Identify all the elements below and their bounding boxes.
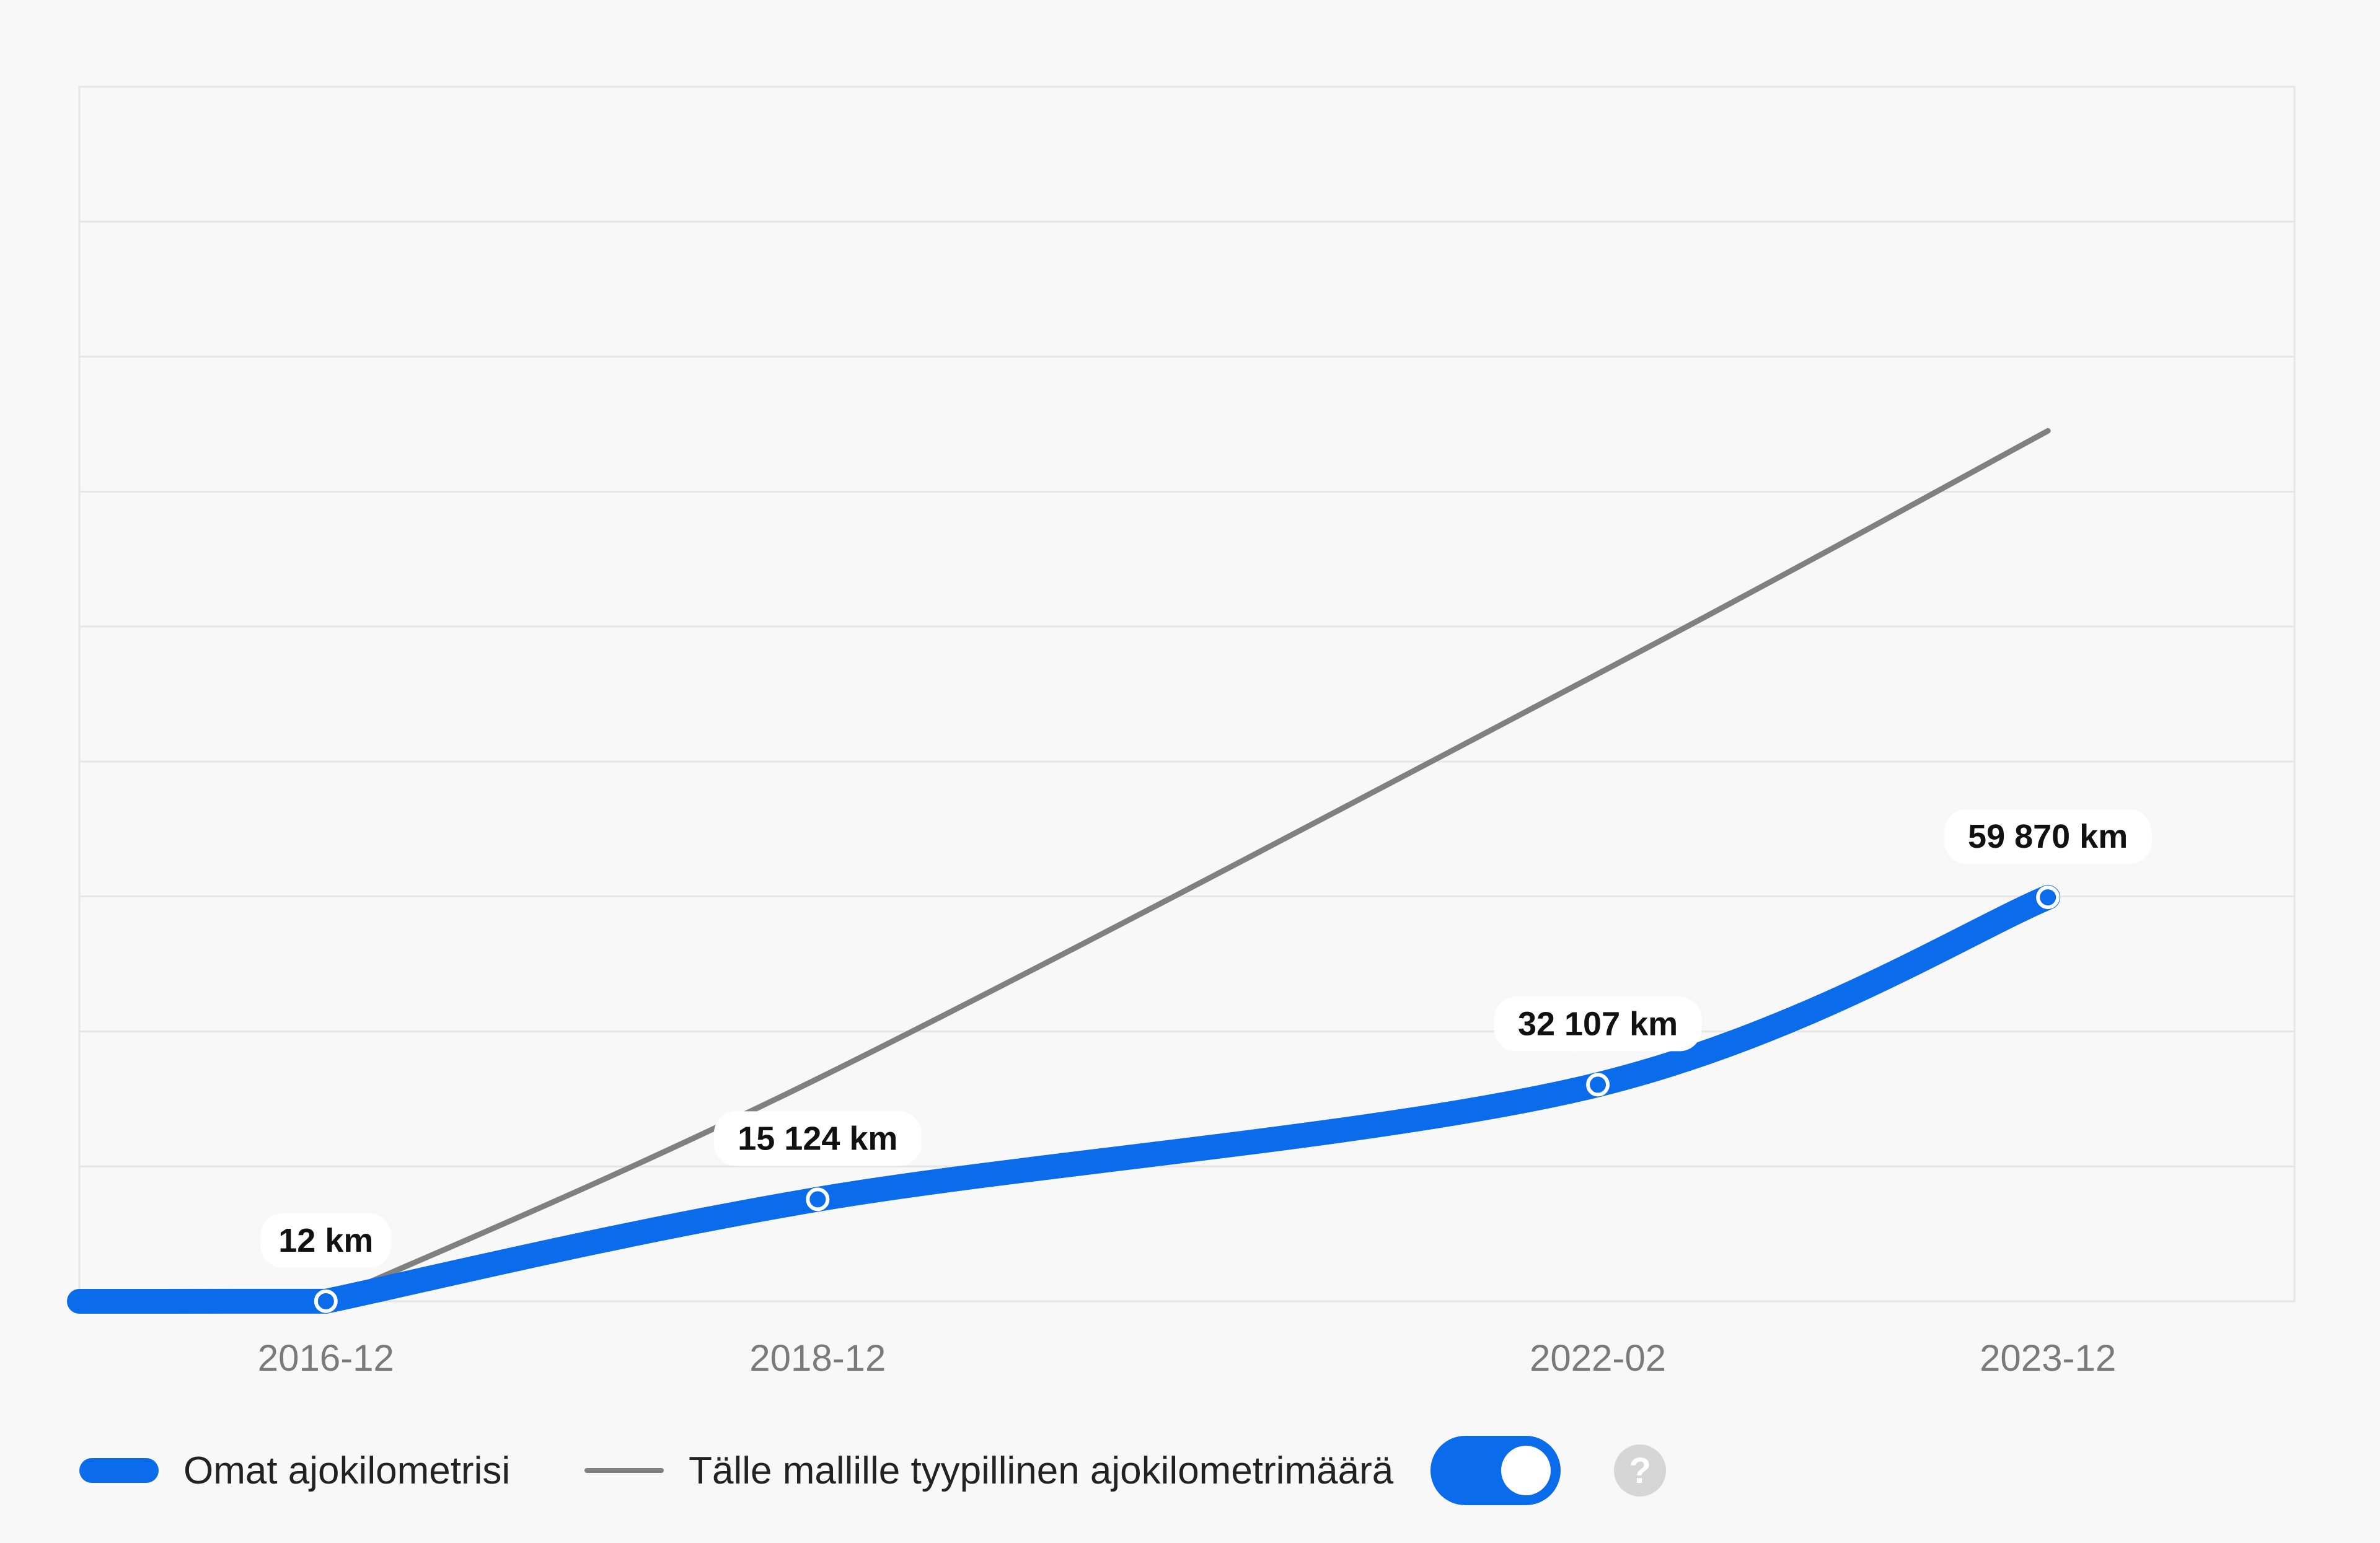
x-tick-label: 2023-12 bbox=[1980, 1337, 2116, 1379]
data-label-text: 12 km bbox=[278, 1222, 373, 1259]
data-label-bg bbox=[713, 1111, 922, 1166]
plot-frame bbox=[78, 86, 2296, 1303]
data-point[interactable] bbox=[314, 1289, 338, 1313]
data-label: 12 km bbox=[260, 1213, 392, 1268]
data-point[interactable] bbox=[2036, 886, 2060, 910]
legend-label-own: Omat ajokilometrisi bbox=[183, 1449, 511, 1492]
data-label-text: 32 107 km bbox=[1518, 1005, 1678, 1042]
data-label-bg bbox=[260, 1213, 392, 1268]
legend-swatch-typical bbox=[584, 1468, 664, 1473]
x-tick-label: 2016-12 bbox=[258, 1337, 394, 1379]
typical-series-line bbox=[323, 428, 2051, 1304]
data-point[interactable] bbox=[806, 1187, 830, 1211]
data-label: 15 124 km bbox=[713, 1111, 922, 1166]
data-points bbox=[314, 886, 2060, 1313]
own-series-line bbox=[67, 885, 2061, 1314]
legend-swatch-own bbox=[79, 1458, 159, 1483]
data-label: 59 870 km bbox=[1944, 809, 2152, 864]
legend-item-typical: Tälle mallille tyypillinen ajokilometrim… bbox=[584, 1449, 1393, 1493]
legend: Omat ajokilometrisi Tälle mallille tyypi… bbox=[79, 1436, 1667, 1505]
typical-series-toggle[interactable] bbox=[1430, 1436, 1561, 1505]
data-label-text: 15 124 km bbox=[738, 1120, 897, 1157]
data-point[interactable] bbox=[1586, 1073, 1610, 1097]
x-tick-label: 2018-12 bbox=[749, 1337, 886, 1379]
data-label-text: 59 870 km bbox=[1968, 818, 2128, 855]
grid-lines bbox=[78, 86, 2296, 1303]
x-tick-label: 2022-02 bbox=[1530, 1337, 1666, 1379]
mileage-chart: 12 km 15 124 km 32 107 km 59 870 km 2016-12… bbox=[67, 86, 2296, 1379]
x-axis-ticks: 2016-12 2018-12 2022-02 2023-12 bbox=[258, 1337, 2117, 1379]
data-label-bg bbox=[1494, 996, 1702, 1052]
legend-item-own: Omat ajokilometrisi bbox=[79, 1449, 510, 1493]
toggle-knob bbox=[1501, 1446, 1551, 1495]
data-label: 32 107 km bbox=[1494, 996, 1702, 1052]
data-label-bg bbox=[1944, 809, 2152, 864]
question-mark-icon[interactable]: ? bbox=[1614, 1444, 1667, 1497]
data-labels: 12 km 15 124 km 32 107 km 59 870 km bbox=[260, 809, 2152, 1268]
own-series bbox=[67, 885, 2061, 1314]
typical-series bbox=[323, 428, 2051, 1304]
legend-label-typical: Tälle mallille tyypillinen ajokilometrim… bbox=[689, 1449, 1394, 1492]
